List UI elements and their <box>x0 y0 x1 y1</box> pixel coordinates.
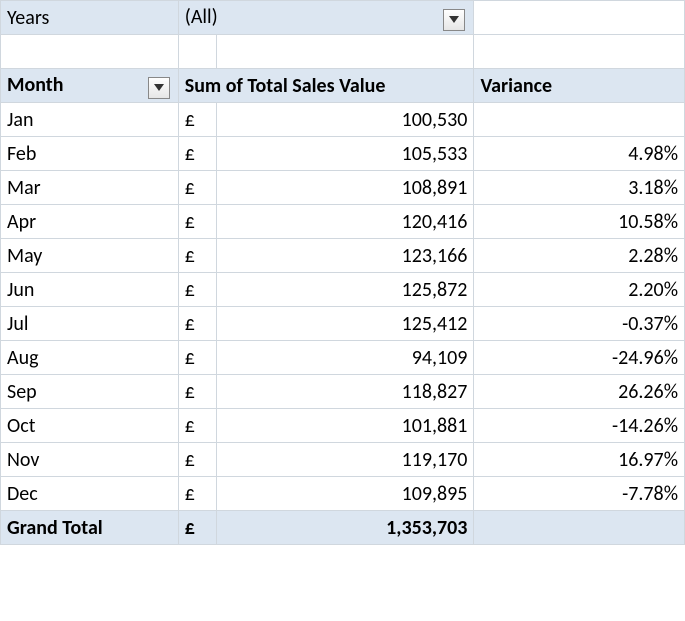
sales-cell: 119,170 <box>216 443 474 477</box>
table-row: Jul£125,412-0.37% <box>1 307 685 341</box>
sales-cell: 120,416 <box>216 205 474 239</box>
month-dropdown-icon[interactable] <box>148 77 170 99</box>
blank-row <box>1 35 685 69</box>
table-row: Sep£118,82726.26% <box>1 375 685 409</box>
variance-cell: -0.37% <box>474 307 685 341</box>
table-row: Apr£120,41610.58% <box>1 205 685 239</box>
currency-cell: £ <box>178 341 216 375</box>
sales-cell: 118,827 <box>216 375 474 409</box>
currency-cell: £ <box>178 409 216 443</box>
variance-cell: 26.26% <box>474 375 685 409</box>
currency-cell: £ <box>178 375 216 409</box>
month-cell: Aug <box>1 341 179 375</box>
month-cell: Apr <box>1 205 179 239</box>
header-sales: Sum of Total Sales Value <box>185 74 386 98</box>
table-row: May£123,1662.28% <box>1 239 685 273</box>
header-variance: Variance <box>480 74 552 98</box>
table-row: Aug£94,109-24.96% <box>1 341 685 375</box>
table-row: Dec£109,895-7.78% <box>1 477 685 511</box>
month-cell: Jan <box>1 103 179 137</box>
sales-cell: 109,895 <box>216 477 474 511</box>
month-cell: May <box>1 239 179 273</box>
month-cell: Mar <box>1 171 179 205</box>
currency-cell: £ <box>178 273 216 307</box>
table-row: Jan£100,530 <box>1 103 685 137</box>
currency-cell: £ <box>178 443 216 477</box>
grand-total-variance <box>474 511 685 545</box>
filter-empty-cell <box>474 1 685 35</box>
variance-cell: 3.18% <box>474 171 685 205</box>
filter-dropdown-icon[interactable] <box>443 9 465 31</box>
variance-cell: -14.26% <box>474 409 685 443</box>
sales-cell: 100,530 <box>216 103 474 137</box>
currency-cell: £ <box>178 171 216 205</box>
variance-cell: 4.98% <box>474 137 685 171</box>
currency-cell: £ <box>178 239 216 273</box>
month-cell: Dec <box>1 477 179 511</box>
variance-cell: -7.78% <box>474 477 685 511</box>
currency-cell: £ <box>178 307 216 341</box>
sales-cell: 125,412 <box>216 307 474 341</box>
grand-total-sales: 1,353,703 <box>216 511 474 545</box>
month-cell: Jul <box>1 307 179 341</box>
table-row: Mar£108,8913.18% <box>1 171 685 205</box>
variance-cell: -24.96% <box>474 341 685 375</box>
header-month: Month <box>7 73 63 97</box>
header-sales-cell: Sum of Total Sales Value <box>178 69 474 103</box>
pivot-table: Years (All) Month Sum of Total Sales Val… <box>0 0 685 545</box>
currency-cell: £ <box>178 103 216 137</box>
variance-cell: 2.20% <box>474 273 685 307</box>
month-cell: Sep <box>1 375 179 409</box>
variance-cell: 16.97% <box>474 443 685 477</box>
month-cell: Oct <box>1 409 179 443</box>
table-row: Oct£101,881-14.26% <box>1 409 685 443</box>
header-variance-cell: Variance <box>474 69 685 103</box>
sales-cell: 101,881 <box>216 409 474 443</box>
filter-value: (All) <box>185 5 218 29</box>
currency-cell: £ <box>178 137 216 171</box>
filter-row: Years (All) <box>1 1 685 35</box>
month-cell: Feb <box>1 137 179 171</box>
sales-cell: 105,533 <box>216 137 474 171</box>
grand-total-currency: £ <box>178 511 216 545</box>
sales-cell: 108,891 <box>216 171 474 205</box>
currency-cell: £ <box>178 205 216 239</box>
variance-cell <box>474 103 685 137</box>
month-cell: Nov <box>1 443 179 477</box>
table-row: Feb£105,5334.98% <box>1 137 685 171</box>
sales-cell: 94,109 <box>216 341 474 375</box>
filter-label-cell: Years <box>1 1 179 35</box>
variance-cell: 10.58% <box>474 205 685 239</box>
sales-cell: 123,166 <box>216 239 474 273</box>
table-row: Jun£125,8722.20% <box>1 273 685 307</box>
variance-cell: 2.28% <box>474 239 685 273</box>
currency-cell: £ <box>178 477 216 511</box>
grand-total-row: Grand Total £ 1,353,703 <box>1 511 685 545</box>
month-cell: Jun <box>1 273 179 307</box>
sales-cell: 125,872 <box>216 273 474 307</box>
filter-value-cell[interactable]: (All) <box>178 1 474 35</box>
filter-label: Years <box>7 6 49 30</box>
grand-total-label: Grand Total <box>1 511 179 545</box>
table-row: Nov£119,17016.97% <box>1 443 685 477</box>
header-month-cell[interactable]: Month <box>1 69 179 103</box>
header-row: Month Sum of Total Sales Value Variance <box>1 69 685 103</box>
